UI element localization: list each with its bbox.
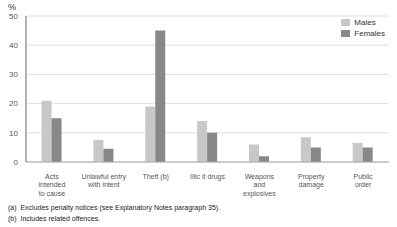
svg-text:20: 20 [9,99,18,108]
svg-text:30: 30 [9,70,18,79]
svg-text:Propertydamage: Propertydamage [298,173,325,189]
svg-text:10: 10 [9,129,18,138]
svg-text:Publicorder: Publicorder [354,173,374,188]
svg-text:Actsintendedto causeinjury: Actsintendedto causeinjury [38,173,65,200]
svg-text:50: 50 [9,12,18,21]
html-text:Males: Males [354,18,376,27]
svg-text:40: 40 [9,41,18,50]
html-text:Females: Females [354,29,385,38]
svg-text:Weaponsandexplosives: Weaponsandexplosives [243,173,276,198]
svg-text:Illic it drugs: Illic it drugs [190,173,226,181]
svg-text:Theft (b): Theft (b) [142,173,168,181]
html-text:(a) Excludes penalty notices (: (a) Excludes penalty notices (see Explan… [8,204,221,211]
svg-text:0: 0 [14,158,19,167]
html-text:(b) Includes related offences.: (b) Includes related offences. [8,215,101,222]
svg-text:Unlawful entrywith intent: Unlawful entrywith intent [82,173,127,188]
